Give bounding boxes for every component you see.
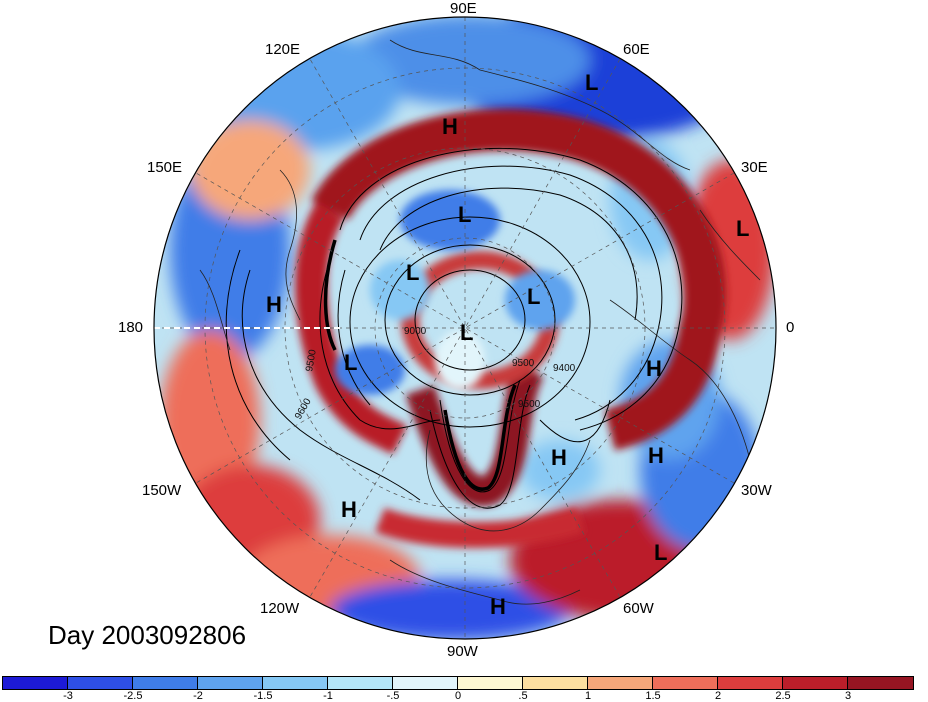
colorbar-swatch: [393, 677, 458, 689]
longitude-label-60e: 60E: [623, 41, 650, 58]
colorbar-tick-label: 3: [844, 690, 852, 702]
longitude-label-180: 180: [118, 319, 144, 336]
pressure-center-h: H: [266, 292, 282, 317]
colorbar-tick-label: 2: [714, 690, 722, 702]
colorbar-swatch: [783, 677, 848, 689]
colorbar: [2, 676, 914, 690]
pressure-center-h: H: [648, 443, 664, 468]
contour-label: 9500: [512, 358, 535, 369]
map-disc: 9000 9500 9500 9400 9500 9600 L H L L L …: [154, 17, 776, 639]
pressure-center-l: L: [458, 202, 471, 227]
pressure-center-h: H: [646, 356, 662, 381]
colorbar-swatch: [458, 677, 523, 689]
colorbar-swatch: [263, 677, 328, 689]
longitude-label-120e: 120E: [265, 41, 301, 58]
pressure-center-h: H: [490, 594, 506, 619]
colorbar-tick-label: 0: [454, 690, 462, 702]
date-title: Day 2003092806: [48, 620, 247, 650]
longitude-label-60w: 60W: [623, 600, 654, 617]
colorbar-tick-label: 1: [584, 690, 592, 702]
pressure-center-l: L: [527, 284, 540, 309]
longitude-label-0: 0: [786, 319, 795, 336]
colorbar-swatch: [328, 677, 393, 689]
pressure-center-l: L: [585, 70, 598, 95]
contour-label: 9500: [518, 399, 541, 410]
pressure-center-l: L: [460, 320, 473, 345]
map-boundary: [153, 16, 777, 640]
longitude-label-90w: 90W: [447, 643, 478, 660]
pressure-center-l: L: [344, 350, 357, 375]
longitude-label-30e: 30E: [741, 159, 768, 176]
contour-label: 9400: [553, 363, 576, 374]
pressure-center-l: L: [406, 260, 419, 285]
colorbar-swatch: [198, 677, 263, 689]
colorbar-tick-label: -1.5: [253, 690, 273, 702]
colorbar-tick-label: -2.5: [123, 690, 143, 702]
contour-label: 9000: [404, 326, 427, 337]
colorbar-swatch: [3, 677, 68, 689]
longitude-label-150w: 150W: [142, 482, 182, 499]
longitude-label-90e: 90E: [450, 0, 477, 17]
colorbar-swatch: [588, 677, 653, 689]
pressure-center-h: H: [551, 445, 567, 470]
colorbar-swatch: [848, 677, 913, 689]
colorbar-tick-label: 1.5: [645, 690, 661, 702]
colorbar-swatch: [523, 677, 588, 689]
pressure-center-l: L: [654, 540, 667, 565]
longitude-label-150e: 150E: [147, 159, 183, 176]
colorbar-tick-label: 2.5: [775, 690, 791, 702]
colorbar-swatch: [68, 677, 133, 689]
pressure-center-l: L: [736, 216, 749, 241]
colorbar-swatch: [133, 677, 198, 689]
longitude-label-30w: 30W: [741, 482, 772, 499]
colorbar-tick-label: -3: [63, 690, 73, 702]
colorbar-tick-label: .5: [518, 690, 528, 702]
colorbar-swatch: [718, 677, 783, 689]
pressure-center-h: H: [442, 114, 458, 139]
colorbar-tick-label: -2: [193, 690, 203, 702]
colorbar-tick-label: -.5: [386, 690, 400, 702]
colorbar-swatch: [653, 677, 718, 689]
contour-label: 9500: [304, 348, 319, 372]
longitude-label-120w: 120W: [260, 600, 300, 617]
pressure-center-h: H: [341, 497, 357, 522]
colorbar-tick-label: -1: [323, 690, 333, 702]
